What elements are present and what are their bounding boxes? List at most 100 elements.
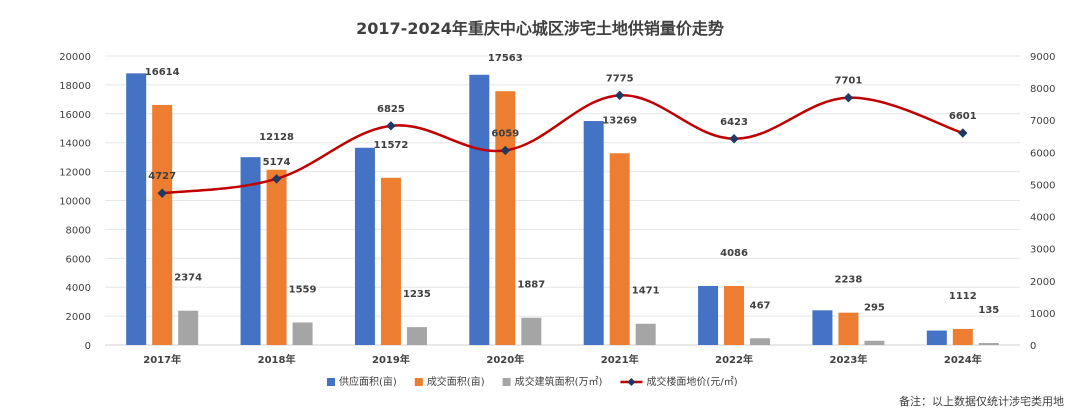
bar-供应面积(亩)-2023年 [812, 310, 833, 345]
bar-成交建筑面积(万㎡)-2021年 [635, 323, 656, 345]
y-right-tick-label: 1000 [1030, 309, 1055, 320]
bar-data-label: 16614 [145, 67, 180, 78]
y-right-tick-label: 0 [1030, 341, 1036, 352]
y-right-tick-label: 7000 [1030, 116, 1055, 127]
bar-data-label: 12128 [259, 132, 294, 143]
y-left-tick-label: 14000 [59, 139, 91, 150]
bar-成交面积(亩)-2018年 [266, 169, 287, 345]
y-left-tick-label: 16000 [59, 110, 91, 121]
bar-成交建筑面积(万㎡)-2017年 [178, 310, 199, 345]
y-right-tick-label: 3000 [1030, 245, 1055, 256]
line-成交楼面地价(元/㎡) [162, 94, 964, 195]
y-left-tick-label: 6000 [66, 254, 91, 265]
x-category-label: 2017年 [143, 353, 181, 366]
y-right-tick-label: 4000 [1030, 213, 1055, 224]
legend-label: 成交楼面地价(元/㎡) [646, 375, 737, 388]
y-left-tick-label: 12000 [59, 168, 91, 179]
bar-成交建筑面积(万㎡)-2024年 [978, 343, 999, 345]
y-right-tick-label: 6000 [1030, 148, 1055, 159]
bar-成交面积(亩)-2024年 [952, 328, 973, 345]
bar-供应面积(亩)-2020年 [469, 74, 490, 345]
y-left-tick-label: 8000 [66, 225, 91, 236]
legend-marker [627, 378, 636, 386]
legend-label: 成交建筑面积(万㎡) [515, 375, 603, 388]
bar-data-label: 467 [750, 300, 771, 311]
y-right-tick-label: 5000 [1030, 180, 1055, 191]
y-left-tick-label: 2000 [66, 312, 91, 323]
y-left-tick-label: 18000 [59, 81, 91, 92]
bar-data-label: 1112 [949, 291, 977, 302]
x-category-label: 2020年 [486, 353, 524, 366]
bar-data-label: 2374 [174, 273, 202, 284]
bar-成交建筑面积(万㎡)-2020年 [521, 317, 542, 345]
bar-data-label: 11572 [374, 140, 409, 151]
line-point-2019年 [386, 121, 396, 131]
legend: 供应面积(亩) 成交面积(亩) 成交建筑面积(万㎡) 成交楼面地价(元/㎡) [327, 375, 738, 388]
line-point-2024年 [958, 128, 968, 138]
x-category-label: 2019年 [372, 353, 410, 366]
legend-swatch [502, 378, 511, 386]
x-category-label: 2024年 [944, 353, 982, 366]
line-data-label: 5174 [263, 157, 291, 168]
y-left-tick-label: 4000 [66, 283, 91, 294]
bar-供应面积(亩)-2018年 [240, 157, 261, 345]
line-data-label: 6601 [949, 111, 977, 122]
bar-成交面积(亩)-2023年 [838, 312, 859, 345]
y-left-tick-label: 10000 [59, 197, 91, 208]
bar-data-label: 1471 [632, 286, 660, 297]
bar-成交面积(亩)-2021年 [609, 153, 630, 345]
bar-成交建筑面积(万㎡)-2018年 [292, 322, 313, 345]
bar-data-label: 1235 [403, 289, 431, 300]
bar-成交建筑面积(万㎡)-2019年 [406, 327, 427, 345]
line-data-label: 4727 [148, 171, 176, 182]
bar-供应面积(亩)-2021年 [583, 121, 604, 346]
x-category-label: 2018年 [258, 353, 296, 366]
line-point-2020年 [500, 145, 511, 156]
y-right-tick-label: 2000 [1030, 277, 1055, 288]
y-left-tick-label: 0 [85, 341, 91, 352]
x-category-label: 2021年 [601, 353, 639, 366]
line-point-2017年 [157, 188, 167, 198]
legend-swatch [414, 378, 423, 386]
line-data-label: 6423 [720, 117, 748, 128]
data-labels: 16614 12128 11572 17563 13269 4086 2238 1112 237… [145, 53, 1000, 316]
line-point-2018年 [271, 174, 282, 184]
bar-成交面积(亩)-2019年 [380, 177, 401, 345]
bar-成交建筑面积(万㎡)-2023年 [864, 340, 885, 345]
bar-data-label: 17563 [488, 53, 523, 64]
x-axis-categories: 2017年 2018年 2019年 2020年 2021年 2022年 2023年 2024年 [143, 353, 981, 366]
bar-供应面积(亩)-2022年 [698, 285, 719, 345]
line-data-label: 7701 [835, 76, 863, 87]
line-data-label: 7775 [606, 73, 634, 84]
y-axis-right: 0 1000 2000 3000 4000 5000 6000 7000 8000 9000 [1030, 52, 1055, 352]
bars-layer [126, 73, 999, 346]
bar-供应面积(亩)-2019年 [354, 147, 375, 345]
legend-swatch [327, 378, 335, 386]
bar-成交面积(亩)-2017年 [152, 104, 173, 345]
footnote: 备注：以上数据仅统计涉宅类用地 [899, 394, 1064, 408]
bar-供应面积(亩)-2017年 [126, 73, 147, 345]
y-left-tick-label: 20000 [59, 52, 91, 63]
bar-data-label: 13269 [602, 115, 637, 126]
line-point-2023年 [843, 93, 854, 103]
bar-data-label: 1559 [289, 284, 317, 295]
x-category-label: 2022年 [715, 353, 753, 366]
line-point-2022年 [729, 134, 739, 144]
chart-title: 2017-2024年重庆中心城区涉宅土地供销量价走势 [356, 19, 724, 38]
bar-供应面积(亩)-2024年 [926, 330, 947, 345]
bar-data-label: 2238 [835, 275, 863, 286]
line-point-2021年 [614, 90, 625, 101]
y-right-tick-label: 8000 [1030, 84, 1055, 95]
x-category-label: 2023年 [830, 353, 868, 366]
line-data-label: 6825 [377, 104, 405, 115]
bar-data-label: 295 [864, 303, 885, 314]
bar-成交面积(亩)-2020年 [495, 91, 516, 345]
bar-data-label: 135 [978, 305, 999, 316]
legend-label: 成交面积(亩) [427, 375, 485, 388]
bar-data-label: 1887 [517, 280, 545, 291]
y-axis-left: 0 2000 4000 6000 8000 10000 12000 14000 16000 180… [59, 52, 91, 352]
bar-成交面积(亩)-2022年 [724, 285, 745, 345]
line-data-label: 6059 [491, 128, 519, 139]
line-layer [157, 90, 968, 198]
y-right-tick-label: 9000 [1030, 52, 1055, 63]
